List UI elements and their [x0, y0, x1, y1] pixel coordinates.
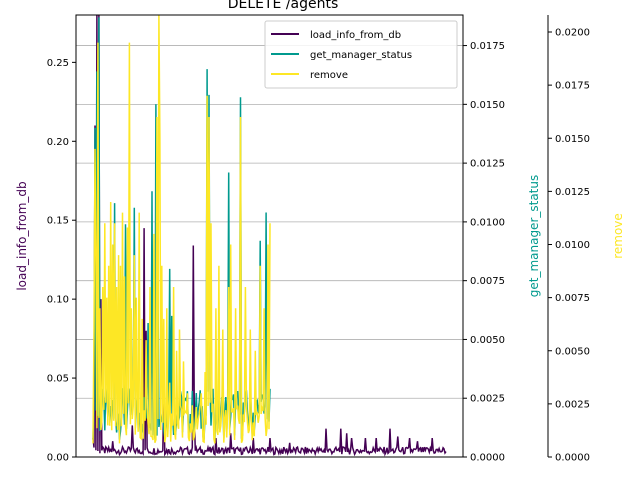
tick-label: 0.0125	[470, 159, 505, 170]
tick-label: 0.0150	[470, 100, 505, 111]
tick-label: 0.0000	[470, 453, 505, 464]
tick-label: 0.10	[47, 295, 69, 306]
series-layer	[92, 14, 447, 457]
tick-label: 0.0150	[555, 134, 590, 145]
tick-label: 0.0100	[470, 217, 505, 228]
tick-label: 0.0025	[470, 394, 505, 405]
tick-label: 0.0075	[470, 276, 505, 287]
tick-label: 0.15	[47, 216, 69, 227]
axis-label-y1: load_info_from_db	[15, 181, 29, 290]
tick-label: 0.0175	[555, 81, 590, 92]
tick-label: 0.0200	[555, 28, 590, 39]
axis-layer: 0.00 0.05 0.10 0.15 0.20 0.25 load_info_from_d…	[15, 15, 625, 464]
legend-label: load_info_from_db	[310, 30, 401, 41]
tick-label: 0.0175	[470, 41, 505, 52]
series-line-get-manager-status	[92, 17, 271, 440]
tick-label: 0.0025	[555, 399, 590, 410]
tick-label: 0.0075	[555, 293, 590, 304]
tick-label: 0.25	[47, 58, 69, 69]
chart-title: DELETE /agents	[228, 0, 339, 12]
tick-label: 0.00	[47, 453, 69, 464]
tick-label: 0.0000	[555, 453, 590, 464]
tick-label: 0.20	[47, 137, 69, 148]
series-line-load-info-from-db	[92, 14, 447, 457]
tick-label: 0.0050	[470, 335, 505, 346]
series-line-remove	[92, 14, 271, 444]
tick-label: 0.0100	[555, 240, 590, 251]
legend-label: get_manager_status	[310, 50, 412, 61]
legend: load_info_from_db get_manager_statusremov…	[264, 20, 458, 89]
axis-label-y2: get_manager_status	[527, 175, 541, 298]
legend-label: remove	[310, 70, 348, 81]
axis-label-y3: remove	[611, 213, 625, 259]
legend-box	[264, 20, 458, 89]
tick-label: 0.05	[47, 374, 69, 385]
tick-label: 0.0125	[555, 187, 590, 198]
tick-label: 0.0050	[555, 346, 590, 357]
plot-frame	[75, 14, 464, 458]
